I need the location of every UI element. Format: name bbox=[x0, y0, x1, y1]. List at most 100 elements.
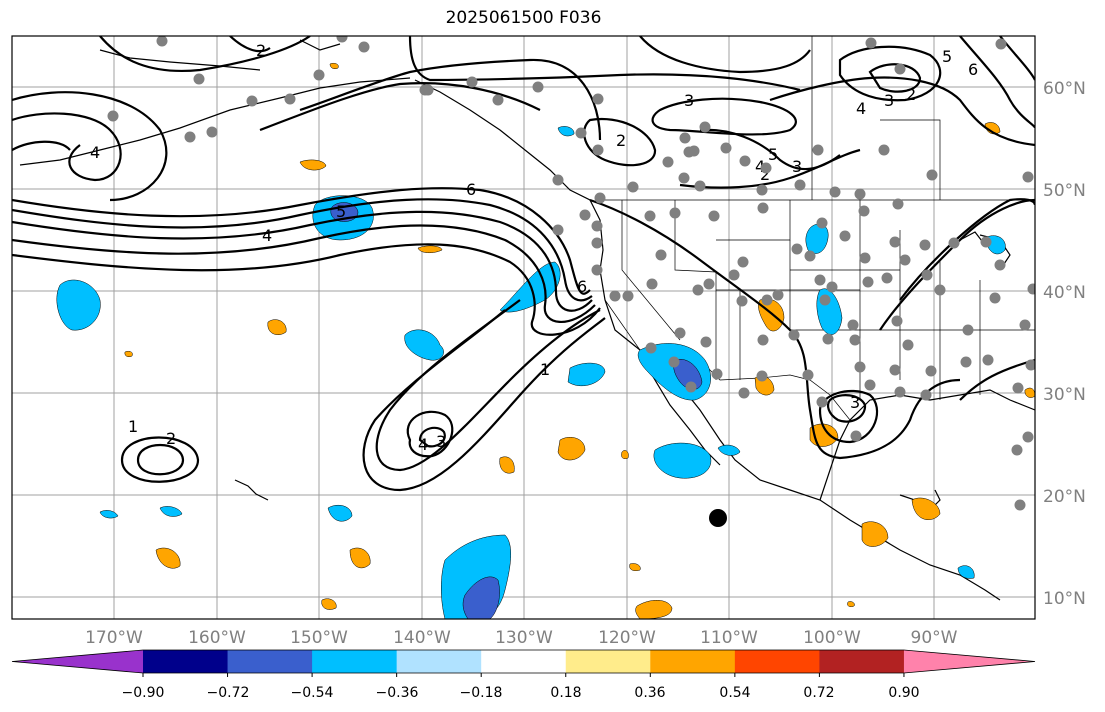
colorbar-label: −0.90 bbox=[122, 685, 165, 701]
station-marker bbox=[679, 132, 691, 144]
station-marker bbox=[685, 381, 697, 393]
station-marker bbox=[1012, 382, 1024, 394]
lon-label-160w: 160°W bbox=[188, 628, 246, 648]
station-marker bbox=[894, 63, 906, 75]
station-marker bbox=[850, 430, 862, 442]
station-marker bbox=[926, 169, 938, 181]
station-marker bbox=[737, 256, 749, 268]
station-marker bbox=[206, 126, 218, 138]
station-marker bbox=[982, 354, 994, 366]
contour-label-6: 6 bbox=[466, 180, 476, 199]
lat-label-20: 20°N bbox=[1043, 487, 1086, 507]
gridlines bbox=[12, 36, 1035, 619]
contour-labels: 6 5 4 6 1 3 4 1 2 4 2 2 3 2 4 5 3 4 3 2 … bbox=[90, 41, 978, 454]
station-marker bbox=[862, 276, 874, 288]
lat-label-10: 10°N bbox=[1043, 589, 1086, 609]
colorbar-label: 0.72 bbox=[803, 685, 834, 701]
station-marker bbox=[609, 290, 621, 302]
station-marker bbox=[826, 281, 838, 293]
colorbar-bin bbox=[565, 650, 651, 673]
latitude-axis: 10°N 20°N 30°N 40°N 50°N 60°N bbox=[1043, 79, 1086, 609]
station-marker bbox=[948, 237, 960, 249]
contour-label-2c: 2 bbox=[616, 131, 626, 150]
station-marker bbox=[711, 368, 723, 380]
colorbar-bin bbox=[227, 650, 313, 673]
station-marker bbox=[156, 36, 168, 47]
lon-label-100w: 100°W bbox=[803, 628, 861, 648]
positive-shading bbox=[124, 62, 1035, 619]
station-marker bbox=[575, 127, 587, 139]
contour-label-2d: 2 bbox=[760, 165, 770, 184]
colorbar-bin bbox=[143, 650, 229, 673]
station-marker bbox=[662, 156, 674, 168]
station-marker bbox=[756, 370, 768, 382]
colorbar-bin bbox=[819, 650, 905, 673]
station-marker bbox=[358, 41, 370, 53]
station-marker bbox=[854, 361, 866, 373]
colorbar-tick-labels: −0.90 −0.72 −0.54 −0.36 −0.18 0.18 0.36 … bbox=[122, 685, 920, 701]
station-marker bbox=[336, 36, 348, 43]
station-marker bbox=[703, 278, 715, 290]
point-marker bbox=[709, 509, 727, 527]
station-marker bbox=[645, 342, 657, 354]
contour-label-6b: 6 bbox=[577, 277, 587, 296]
station-marker bbox=[627, 181, 639, 193]
station-markers bbox=[107, 36, 1035, 511]
colorbar-bin bbox=[734, 650, 820, 673]
contour-label-1: 1 bbox=[540, 360, 550, 379]
lon-label-150w: 150°W bbox=[290, 628, 348, 648]
station-marker bbox=[899, 254, 911, 266]
station-marker bbox=[655, 249, 667, 261]
station-marker bbox=[466, 76, 478, 88]
station-marker bbox=[864, 379, 876, 391]
station-marker bbox=[739, 155, 751, 167]
station-marker bbox=[994, 259, 1006, 271]
contour-label-5: 5 bbox=[336, 202, 346, 221]
station-marker bbox=[1022, 431, 1034, 443]
station-marker bbox=[532, 81, 544, 93]
station-marker bbox=[492, 94, 504, 106]
station-marker bbox=[878, 144, 890, 156]
station-marker bbox=[688, 145, 700, 157]
contour-label-3b: 3 bbox=[684, 91, 694, 110]
station-marker bbox=[694, 180, 706, 192]
station-marker bbox=[646, 278, 658, 290]
station-marker bbox=[960, 356, 972, 368]
colorbar bbox=[11, 649, 1036, 677]
contour-label-5b: 5 bbox=[768, 145, 778, 164]
station-marker bbox=[772, 289, 784, 301]
colorbar-extend-high bbox=[903, 650, 1035, 673]
station-marker bbox=[814, 274, 826, 286]
lat-label-30: 30°N bbox=[1043, 385, 1086, 405]
station-marker bbox=[1025, 359, 1035, 371]
station-marker bbox=[847, 319, 859, 331]
station-marker bbox=[591, 220, 603, 232]
colorbar-bin bbox=[650, 650, 736, 673]
colorbar-label: 0.90 bbox=[888, 685, 919, 701]
station-marker bbox=[995, 38, 1007, 50]
station-marker bbox=[591, 264, 603, 276]
station-marker bbox=[859, 252, 871, 264]
station-marker bbox=[246, 95, 258, 107]
station-marker bbox=[962, 324, 974, 336]
station-marker bbox=[794, 179, 806, 191]
colorbar-label: 0.54 bbox=[719, 685, 750, 701]
contour-label-3c: 3 bbox=[792, 157, 802, 176]
station-marker bbox=[925, 365, 937, 377]
station-marker bbox=[1011, 444, 1023, 456]
station-marker bbox=[313, 69, 325, 81]
colorbar-label: −0.54 bbox=[291, 685, 334, 701]
lat-label-50: 50°N bbox=[1043, 181, 1086, 201]
contour-label-5c: 5 bbox=[942, 47, 952, 66]
contour-label-3: 3 bbox=[436, 432, 446, 451]
station-marker bbox=[829, 186, 841, 198]
colorbar-label: −0.36 bbox=[376, 685, 419, 701]
station-marker bbox=[920, 389, 932, 401]
station-marker bbox=[757, 334, 769, 346]
station-marker bbox=[889, 364, 901, 376]
station-marker bbox=[889, 236, 901, 248]
station-marker bbox=[422, 84, 434, 96]
station-marker bbox=[699, 121, 711, 133]
station-marker bbox=[760, 162, 772, 174]
